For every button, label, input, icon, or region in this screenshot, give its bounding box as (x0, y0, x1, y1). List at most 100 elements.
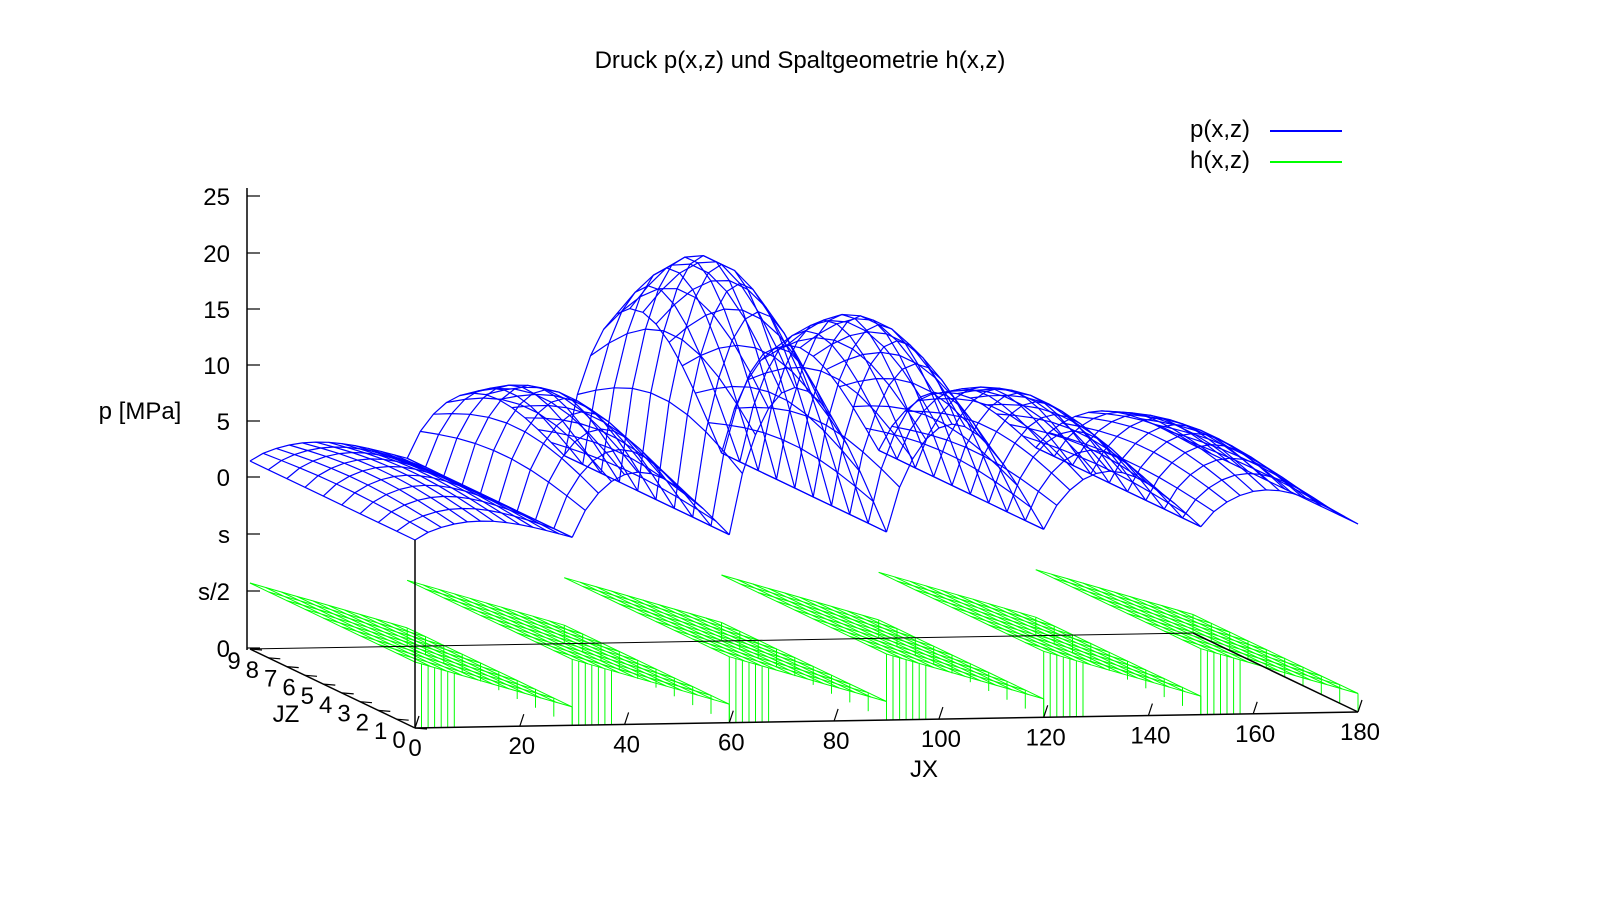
gap-line-seg5-x5 (1114, 591, 1280, 672)
gap-surface-h (249, 569, 1359, 728)
gap-line-seg0-x1 (265, 587, 431, 667)
pressure-line-peak4-x11 (1022, 435, 1189, 516)
x-tick-mark-0 (414, 715, 420, 729)
gap-line-seg1-x4 (469, 597, 636, 678)
pressure-line-peak4-x3 (917, 398, 1084, 481)
y-tick-mark-6 (304, 674, 318, 677)
gap-line-seg4-x10 (1035, 616, 1202, 697)
y-tick-mark-9 (249, 648, 263, 651)
gap-line-seg5-x3 (1082, 582, 1249, 663)
x-tick-mark-8 (1252, 701, 1258, 714)
pressure-line-peak3-x10 (852, 405, 1018, 487)
gap-line-seg5-x8 (1161, 605, 1327, 685)
pressure-line-peak0-x6 (328, 441, 494, 522)
pressure-line-peak4-z0 (1043, 470, 1202, 530)
pressure-line-peak2-x11 (708, 422, 874, 503)
gap-line-seg0-x8 (375, 618, 541, 699)
y-tick-mark-7 (286, 666, 299, 669)
x-tick-mark-4 (833, 708, 839, 722)
gap-line-seg2-x9 (705, 617, 872, 698)
gap-line-seg3-x1 (736, 579, 903, 659)
gap-line-seg2-x4 (626, 595, 793, 676)
pressure-line-peak0-x8 (354, 445, 521, 526)
pressure-line-peak5-z1 (1182, 472, 1341, 519)
legend-label-gap: h(x,z) (1190, 147, 1250, 174)
gap-line-seg4-x9 (1019, 612, 1186, 693)
gap-line-seg1-x7 (516, 611, 683, 692)
gap-line-seg4-x8 (1004, 607, 1170, 688)
pressure-line-peak2-x5 (629, 255, 796, 388)
pressure-line-peak3-x2 (747, 366, 914, 460)
x-tick-label-6: 120 (1026, 724, 1066, 751)
gap-line-seg4-x2 (909, 580, 1076, 661)
gap-line-seg0-x10 (406, 627, 573, 708)
x-tick-label-4: 80 (823, 728, 850, 755)
x-tick-mark-3 (728, 710, 734, 723)
pressure-line-peak2-x8 (668, 308, 835, 422)
x-tick-label-9: 180 (1340, 719, 1380, 746)
z-tick-label-0: 0 (217, 636, 230, 663)
x-tick-label-1: 20 (508, 733, 535, 760)
legend: p(x,z) h(x,z) (1190, 116, 1342, 174)
pressure-line-peak0-z9 (249, 441, 408, 462)
pressure-line-peak1-x5 (472, 384, 639, 473)
pressure-line-peak2-x4 (616, 263, 783, 394)
y-tick-mark-8 (268, 657, 281, 660)
gap-line-seg1-x10 (564, 624, 730, 705)
pressure-line-peak5-z3 (1145, 444, 1304, 501)
y-tick-mark-4 (341, 692, 354, 695)
gap-line-seg3-x7 (831, 605, 997, 686)
pressure-line-peak3-x1 (734, 406, 901, 488)
y-tick-label-1: 1 (374, 718, 387, 745)
gap-line-seg3-x5 (799, 596, 966, 677)
gap-line-seg0-x7 (359, 613, 526, 694)
pressure-line-peak5-x10 (1166, 430, 1333, 511)
gap-line-seg0-x0 (249, 582, 416, 663)
pressure-line-peak3-x11 (865, 427, 1031, 508)
gap-line-seg5-x2 (1067, 578, 1233, 659)
y-axis-line (249, 648, 416, 729)
pressure-line-peak1-x11 (551, 441, 717, 522)
gap-line-seg4-x6 (972, 598, 1139, 679)
pressure-line-peak5-x0 (1035, 447, 1202, 528)
x-tick-mark-2 (624, 712, 630, 725)
gap-line-seg4-x7 (988, 603, 1154, 684)
gap-line-seg3-x4 (784, 592, 950, 673)
back-floor-edge (249, 632, 1194, 650)
gap-line-seg3-x6 (815, 601, 982, 682)
pressure-line-peak0-x0 (249, 460, 416, 541)
gap-line-seg4-x3 (925, 585, 1092, 666)
z-tick-label-1: s/2 (198, 579, 230, 606)
x-axis-back-edge (1192, 632, 1359, 713)
pressure-line-peak2-x1 (577, 387, 743, 474)
pressure-line-peak1-z5 (479, 389, 639, 494)
gap-line-seg1-x9 (548, 620, 714, 701)
x-tick-label-5: 100 (921, 726, 961, 753)
pressure-line-peak4-x10 (1009, 423, 1175, 504)
y-tick-mark-3 (359, 701, 373, 704)
gap-line-seg1-x0 (406, 579, 573, 660)
pressure-line-peak4-x9 (996, 413, 1162, 494)
pressure-line-peak1-x2 (433, 413, 599, 494)
gap-line-seg0-x2 (281, 591, 447, 672)
gap-line-seg3-x2 (752, 583, 919, 664)
z-axis-label: p [MPa] (99, 398, 182, 425)
gap-line-seg2-x8 (689, 613, 856, 693)
pressure-line-peak3-x0 (721, 452, 887, 533)
gap-line-seg5-x6 (1129, 596, 1296, 677)
pressure-line-peak5-z0 (1200, 489, 1359, 528)
x-tick-mark-9 (1357, 699, 1363, 713)
pressure-line-peak4-x1 (891, 425, 1058, 506)
x-tick-label-0: 0 (408, 735, 421, 762)
pressure-line-peak1-x1 (420, 430, 586, 511)
gap-line-seg1-x3 (454, 593, 620, 674)
pressure-line-peak4-x6 (957, 388, 1123, 473)
pressure-line-peak5-x1 (1048, 432, 1215, 513)
gap-line-seg4-x1 (894, 576, 1060, 657)
gap-line-seg2-x0 (564, 577, 730, 658)
pressure-line-peak2-x2 (590, 328, 757, 436)
pressure-line-peak5-x7 (1127, 413, 1293, 494)
pressure-line-peak3-x3 (760, 337, 927, 440)
pressure-line-peak5-x4 (1088, 411, 1254, 492)
gap-line-seg3-x9 (862, 614, 1029, 695)
